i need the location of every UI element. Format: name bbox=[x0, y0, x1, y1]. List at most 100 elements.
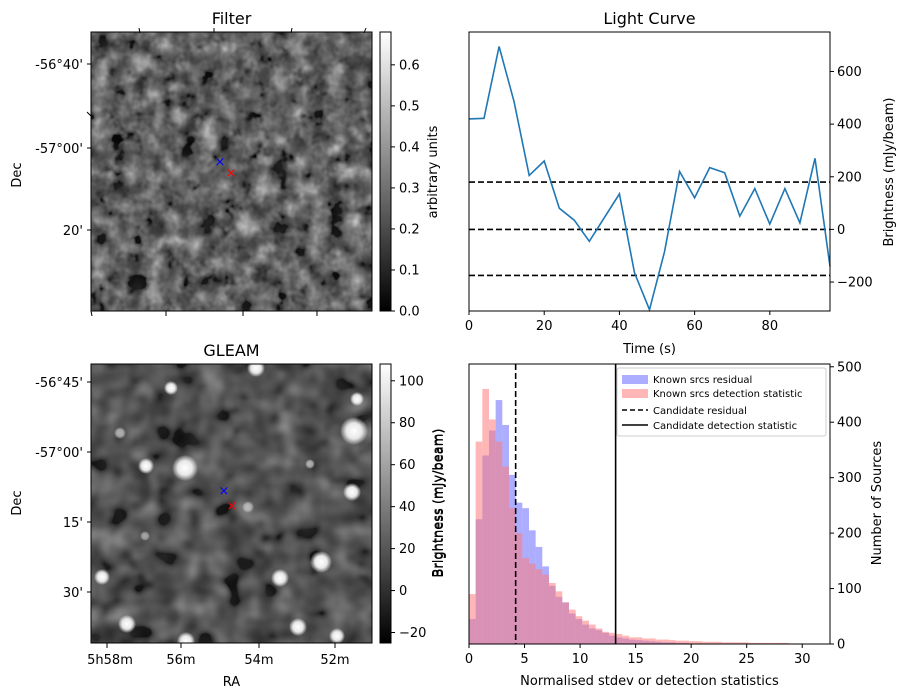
colorbar-tick-label: 20 bbox=[399, 542, 416, 557]
histogram-bar bbox=[742, 642, 749, 644]
filter-ytick-2: 20' bbox=[63, 224, 83, 239]
histogram-xtick-label: 30 bbox=[794, 652, 811, 667]
gleam-xlabel: RA bbox=[223, 675, 241, 690]
histogram-xtick-label: 25 bbox=[738, 652, 755, 667]
light-curve-ytick-label: −200 bbox=[837, 276, 873, 291]
light-curve-frame bbox=[468, 31, 831, 312]
histogram-bar bbox=[602, 631, 609, 644]
filter-colorbar bbox=[379, 31, 392, 312]
filter-marker-blue: × bbox=[215, 155, 226, 170]
gleam-colorbar-ticks: −20 0 20 40 60 80 100 bbox=[391, 374, 426, 641]
colorbar-tick-label: 0.2 bbox=[399, 222, 420, 237]
legend-swatch-residual bbox=[622, 375, 648, 384]
colorbar-tick-label: 0.4 bbox=[399, 140, 420, 155]
histogram-ytick-label: 300 bbox=[837, 471, 862, 486]
gleam-xtick-2: 54m bbox=[244, 653, 273, 668]
histogram-ytick-label: 0 bbox=[837, 638, 845, 653]
filter-panel: Filter -56°40' -57°00' 20' Dec × × bbox=[10, 9, 441, 320]
histogram-bar bbox=[735, 642, 743, 644]
histogram-frame bbox=[468, 363, 831, 645]
filter-title: Filter bbox=[212, 9, 252, 28]
histogram-bar bbox=[535, 569, 543, 644]
histogram-bar bbox=[695, 641, 703, 644]
histogram-bars bbox=[469, 388, 803, 644]
legend-label-candidate-detection: Candidate detection statistic bbox=[653, 421, 797, 432]
light-curve-ytick-label: 400 bbox=[837, 118, 862, 133]
histogram-bar bbox=[475, 441, 483, 644]
histogram-bar bbox=[728, 642, 736, 644]
histogram-bar bbox=[582, 620, 589, 644]
filter-ylabel: Dec bbox=[10, 162, 25, 187]
filter-top-ticks bbox=[86, 27, 367, 317]
histogram-bar bbox=[655, 639, 663, 644]
histogram-ylabel-left: Brightness (mJy/beam) bbox=[431, 429, 446, 578]
histogram-bar bbox=[782, 642, 789, 644]
gleam-xtick-0: 5h58m bbox=[87, 653, 133, 668]
light-curve-ytick-label: 600 bbox=[837, 65, 862, 80]
filter-ytick-0: -56°40' bbox=[35, 58, 83, 73]
histogram-xtick-label: 10 bbox=[572, 652, 589, 667]
histogram-bar bbox=[528, 563, 536, 644]
filter-ytick-1: -57°00' bbox=[35, 142, 83, 157]
histogram-bar bbox=[682, 640, 689, 644]
colorbar-tick-label: 100 bbox=[399, 374, 424, 389]
gleam-image bbox=[91, 364, 372, 643]
histogram-bar bbox=[469, 594, 476, 644]
histogram-bar bbox=[482, 388, 489, 644]
gleam-ytick-0: -56°45' bbox=[35, 376, 83, 391]
histogram-bar bbox=[548, 583, 556, 644]
light-curve-axes: 0 20 40 60 80 −200 0 200 400 600 bbox=[465, 65, 873, 334]
light-curve-xtick-label: 60 bbox=[686, 319, 703, 334]
gleam-ytick-1: -57°00' bbox=[35, 446, 83, 461]
histogram-xtick-label: 5 bbox=[520, 652, 528, 667]
histogram-bar bbox=[715, 641, 723, 644]
legend-swatch-detection bbox=[622, 389, 648, 398]
histogram-xtick-label: 0 bbox=[465, 652, 473, 667]
histogram-bar bbox=[668, 640, 676, 644]
light-curve-xtick-label: 80 bbox=[762, 319, 779, 334]
gleam-sources bbox=[94, 364, 368, 643]
histogram-bar bbox=[502, 466, 509, 644]
histogram-xtick-label: 15 bbox=[627, 652, 644, 667]
histogram-bar bbox=[595, 628, 603, 644]
histogram-bar bbox=[508, 508, 516, 644]
histogram-bar bbox=[755, 642, 763, 644]
colorbar-tick-label: 0.0 bbox=[399, 305, 420, 320]
histogram-xtick-label: 20 bbox=[683, 652, 700, 667]
histogram-bar bbox=[608, 632, 616, 644]
gleam-ytick-2: 15' bbox=[63, 516, 83, 531]
histogram-bar bbox=[635, 637, 643, 644]
histogram-bar bbox=[588, 624, 596, 644]
gleam-xtick-1: 56m bbox=[166, 653, 195, 668]
filter-frame bbox=[90, 31, 373, 312]
colorbar-tick-label: 40 bbox=[399, 500, 416, 515]
light-curve-ytick-label: 0 bbox=[837, 223, 845, 238]
histogram-bar bbox=[702, 641, 709, 644]
histogram-bar bbox=[648, 638, 656, 644]
legend-label-detection: Known srcs detection statistic bbox=[653, 389, 802, 400]
gleam-ytick-3: 30' bbox=[63, 586, 83, 601]
filter-colorbar-ticks: 0.0 0.1 0.2 0.3 0.4 0.5 0.6 bbox=[391, 58, 420, 320]
legend-label-residual: Known srcs residual bbox=[653, 375, 752, 386]
gleam-colorbar-label: Brightness (mJy/beam) bbox=[432, 429, 447, 578]
histogram-bar bbox=[622, 635, 629, 644]
filter-colorbar-label: arbitrary units bbox=[426, 125, 441, 218]
colorbar-tick-label: 80 bbox=[399, 416, 416, 431]
histogram-bar bbox=[568, 609, 576, 644]
histogram-ytick-label: 500 bbox=[837, 360, 862, 375]
histogram-ytick-label: 100 bbox=[837, 582, 862, 597]
light-curve-xtick-label: 0 bbox=[465, 319, 473, 334]
histogram-bar bbox=[628, 637, 636, 644]
histogram-bar bbox=[488, 419, 496, 644]
histogram-bar bbox=[642, 638, 649, 644]
gleam-title: GLEAM bbox=[203, 341, 259, 360]
histogram-xlabel: Normalised stdev or detection statistics bbox=[520, 674, 779, 689]
histogram-ytick-label: 200 bbox=[837, 527, 862, 542]
histogram-bar bbox=[515, 533, 523, 644]
histogram-bar bbox=[562, 602, 569, 644]
light-curve-xtick-label: 40 bbox=[611, 319, 628, 334]
histogram-bar bbox=[662, 639, 669, 644]
colorbar-tick-label: 0.1 bbox=[399, 263, 420, 278]
colorbar-tick-label: 0 bbox=[399, 584, 407, 599]
